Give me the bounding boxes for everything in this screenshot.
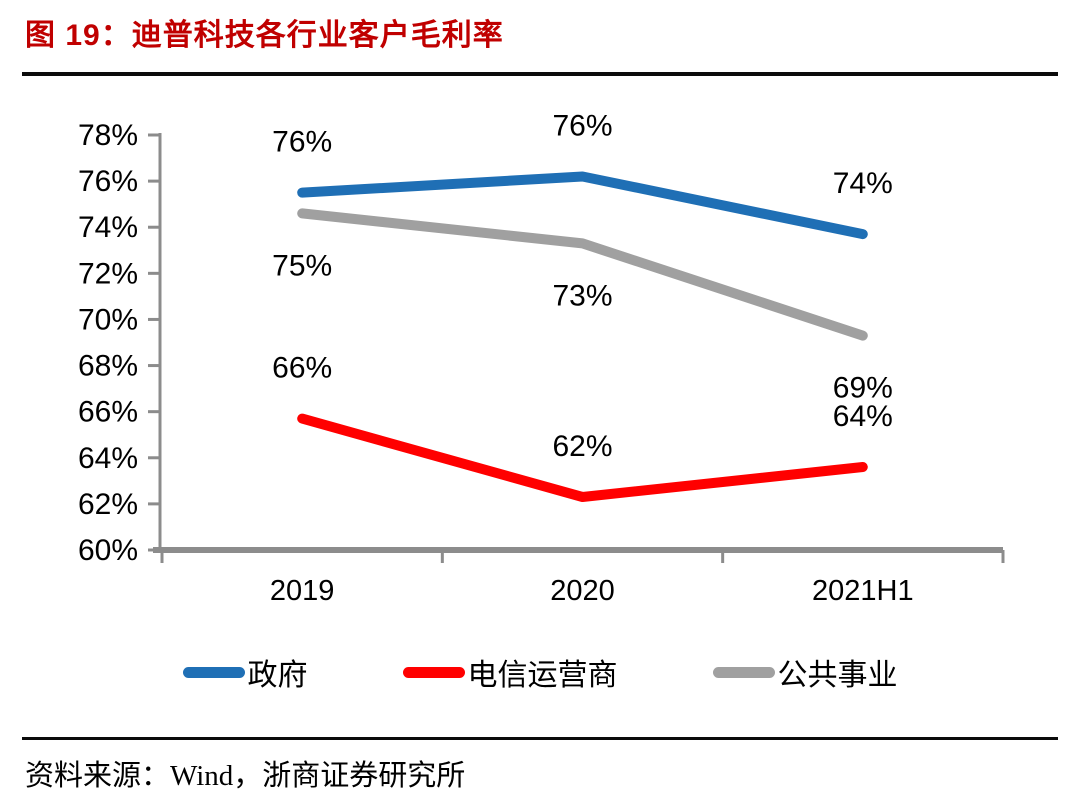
y-axis-tick-label: 70% xyxy=(78,303,138,336)
figure-title: 图 19：迪普科技各行业客户毛利率 xyxy=(25,19,504,52)
x-axis-category-label: 2020 xyxy=(550,575,615,607)
data-label-public-utilities: 69% xyxy=(833,372,893,405)
y-axis-tick-label: 78% xyxy=(78,119,138,152)
data-label-telecom-operators: 64% xyxy=(833,400,893,433)
chart-legend: 政府 电信运营商 公共事业 xyxy=(0,648,1080,696)
y-axis-tick-label: 74% xyxy=(78,211,138,244)
series-line-public-utilities xyxy=(297,208,868,341)
data-label-government: 76% xyxy=(272,126,332,159)
x-axis-category-label: 2021H1 xyxy=(812,575,914,607)
legend-item-public-utilities: 公共事业 xyxy=(712,650,898,694)
legend-item-telecom-operators: 电信运营商 xyxy=(402,650,618,694)
y-axis-tick-label: 66% xyxy=(78,396,138,429)
series-line-telecom-operators xyxy=(297,413,868,502)
y-axis-tick-label: 72% xyxy=(78,257,138,290)
data-label-telecom-operators: 62% xyxy=(552,430,612,463)
data-label-government: 76% xyxy=(552,110,612,143)
legend-swatch-telecom-operators xyxy=(402,666,465,678)
legend-swatch-government xyxy=(182,666,245,678)
legend-label-government: 政府 xyxy=(247,659,308,692)
legend-swatch-public-utilities xyxy=(712,666,775,678)
data-label-government: 74% xyxy=(833,167,893,200)
y-axis-tick-label: 76% xyxy=(78,165,138,198)
source-note: 资料来源：Wind，浙商证券研究所 xyxy=(25,760,466,792)
top-divider xyxy=(22,72,1058,76)
data-label-public-utilities: 75% xyxy=(272,249,332,282)
series-line-government xyxy=(297,171,868,240)
y-axis-tick-label: 68% xyxy=(78,350,138,383)
legend-item-government: 政府 xyxy=(182,650,308,694)
data-label-telecom-operators: 66% xyxy=(272,352,332,385)
y-axis-tick-label: 62% xyxy=(78,488,138,521)
x-axis-category-label: 2019 xyxy=(270,575,335,607)
legend-label-telecom-operators: 电信运营商 xyxy=(467,659,618,692)
data-label-public-utilities: 73% xyxy=(552,279,612,312)
legend-label-public-utilities: 公共事业 xyxy=(777,659,898,692)
y-axis-tick-label: 60% xyxy=(78,534,138,567)
y-axis-tick-label: 64% xyxy=(78,442,138,475)
bottom-divider xyxy=(22,737,1058,740)
